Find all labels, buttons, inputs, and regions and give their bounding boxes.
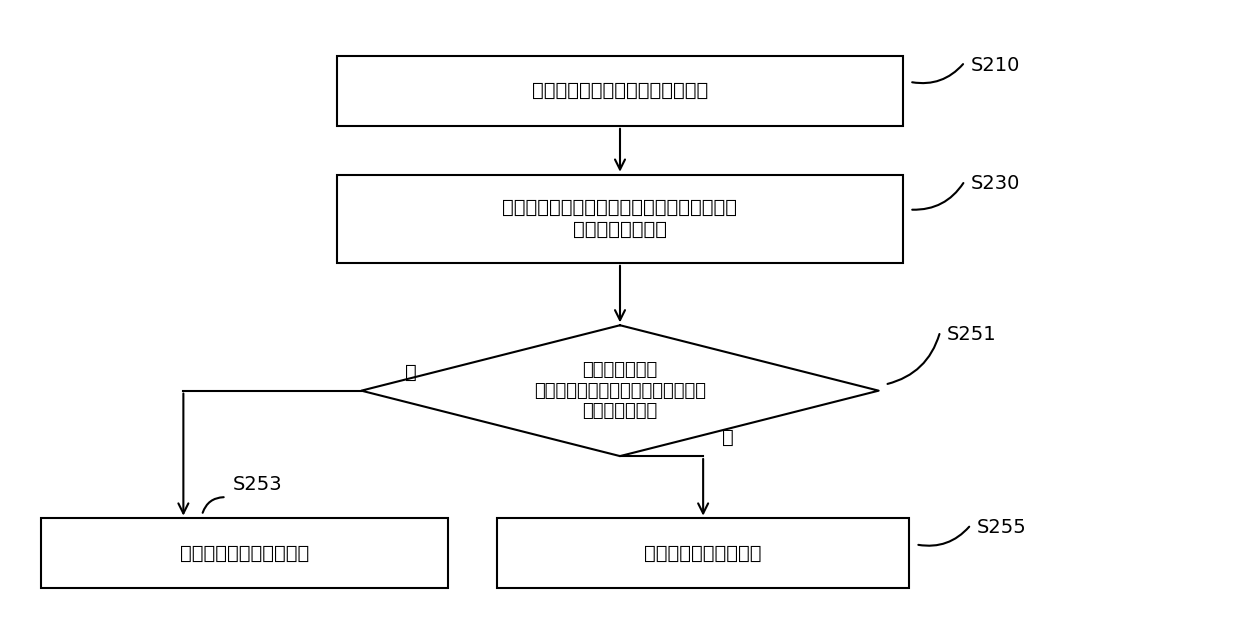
- Text: S251: S251: [946, 325, 996, 344]
- FancyBboxPatch shape: [337, 175, 903, 263]
- Text: 输出监测数据准确信息: 输出监测数据准确信息: [645, 544, 761, 563]
- Text: 接收数据传输装置传输的监测数据: 接收数据传输装置传输的监测数据: [532, 81, 708, 101]
- Text: 输出监测数据不准确信息: 输出监测数据不准确信息: [180, 544, 309, 563]
- Text: 否: 否: [404, 363, 417, 381]
- Text: S210: S210: [971, 56, 1021, 75]
- Text: S253: S253: [233, 475, 283, 494]
- FancyBboxPatch shape: [337, 56, 903, 126]
- Text: S230: S230: [971, 174, 1021, 193]
- Text: 是: 是: [722, 428, 733, 447]
- Polygon shape: [361, 325, 879, 456]
- Text: 判断监测数据的
故障信息与显示板现场截屏数据的故
障信息是否一致: 判断监测数据的 故障信息与显示板现场截屏数据的故 障信息是否一致: [534, 361, 706, 420]
- FancyBboxPatch shape: [41, 518, 448, 589]
- FancyBboxPatch shape: [497, 518, 909, 589]
- Text: 接收数据传输装置传输的显示板截屏得到的显
示板现场截屏数据: 接收数据传输装置传输的显示板截屏得到的显 示板现场截屏数据: [502, 198, 738, 239]
- Text: S255: S255: [977, 518, 1027, 537]
